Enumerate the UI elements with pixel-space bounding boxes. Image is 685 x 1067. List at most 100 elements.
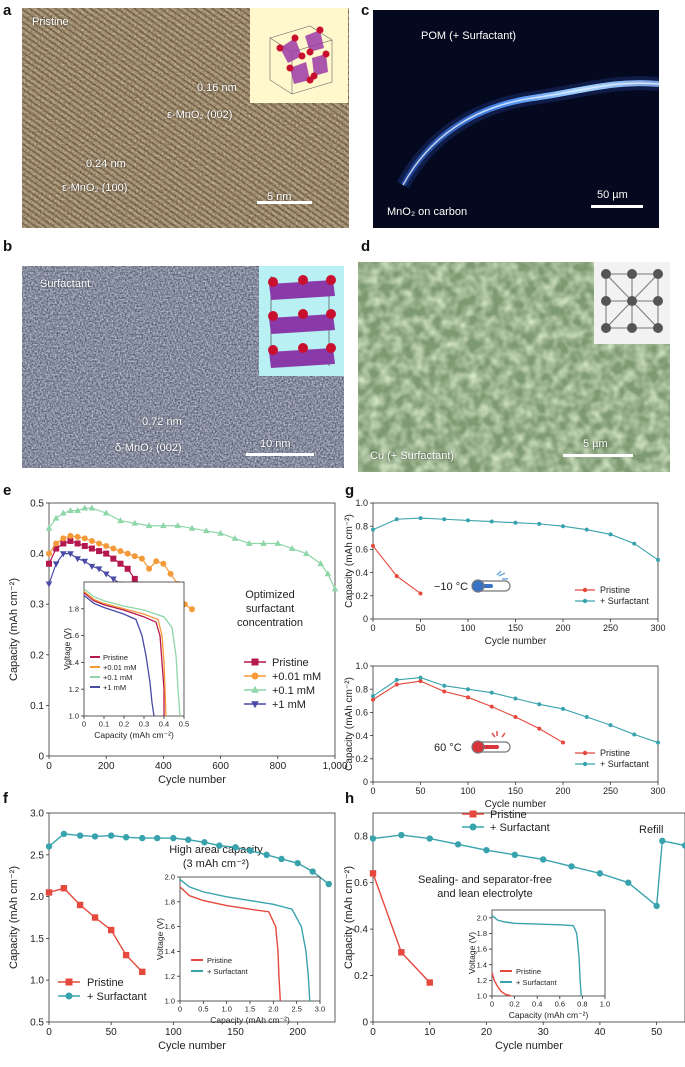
legend-marker — [582, 761, 588, 767]
y-tick-label: 0 — [362, 1018, 368, 1029]
inset-legend-label: + Surfactant — [207, 967, 249, 976]
chart-f-inset: 0 0.5 1.0 1.5 2.0 2.5 3.01.01.21.41.61.82.0Cap… — [155, 873, 325, 1025]
series-line--0-1-mm — [48, 507, 336, 590]
data-point — [88, 545, 95, 552]
data-point — [81, 543, 88, 550]
annotation-f-line2: (3 mAh cm⁻²) — [183, 858, 249, 870]
x-tick-label: 0.5 — [198, 1005, 208, 1014]
x-tick-label: 0.6 — [555, 1000, 565, 1009]
y-tick-label: 1.0 — [165, 997, 175, 1006]
data-point — [102, 571, 110, 578]
y-tick-label: 1.6 — [69, 631, 79, 640]
x-tick-label: 200 — [98, 761, 115, 772]
data-point — [608, 532, 613, 537]
data-point — [46, 560, 52, 567]
x-tick-label: 0.3 — [139, 720, 149, 729]
data-point — [288, 544, 296, 551]
x-tick-label: 800 — [269, 761, 286, 772]
y-tick-label: 0 — [363, 777, 368, 787]
data-point — [331, 585, 339, 592]
pom-image: POM (+ Surfactant) MnO₂ on carbon 50 µm — [373, 10, 659, 228]
data-point — [317, 560, 324, 567]
inset-legend-label: +0.1 mM — [103, 673, 132, 682]
data-point — [596, 870, 604, 877]
data-point — [91, 833, 99, 840]
data-point — [174, 522, 181, 529]
legend-marker — [251, 672, 259, 680]
x-axis-label: Capacity (mAh cm⁻²) — [94, 730, 174, 740]
y-tick-label: 0.2 — [355, 754, 368, 764]
y-tick-label: 0.4 — [30, 549, 44, 560]
data-point — [167, 570, 174, 577]
series-line--1-mm — [83, 594, 155, 717]
x-tick-label: 0 — [46, 761, 52, 772]
x-tick-label: 200 — [555, 786, 570, 796]
y-tick-label: 1.0 — [355, 498, 368, 508]
data-point — [656, 557, 660, 562]
data-point — [442, 683, 447, 688]
data-point — [442, 689, 447, 694]
data-point — [174, 580, 181, 587]
x-tick-label: 30 — [538, 1027, 550, 1038]
x-axis-label: Cycle number — [158, 774, 226, 786]
x-tick-label: 300 — [650, 786, 665, 796]
panel-letter-h: h — [345, 790, 355, 807]
y-tick-label: 2.0 — [30, 892, 44, 903]
legend-marker — [251, 658, 259, 666]
series-line--0-1-mm — [83, 588, 181, 717]
chart-f: 0 50 100 150 200 0.5 1.0 1.5 2.0 2.5 3.0 Cycle numb… — [8, 809, 336, 1052]
chart-h: 0 10 20 30 40 50 0 0.2 0.4 0.6 0.8 Cycle number Capa… — [343, 809, 685, 1052]
series-line-pristine — [48, 887, 143, 973]
data-point — [418, 675, 423, 680]
y-tick-label: 1.8 — [69, 604, 79, 613]
y-tick-label: 0.8 — [355, 521, 368, 531]
y-tick-label: 0.2 — [355, 591, 368, 601]
data-point — [188, 524, 196, 531]
data-point — [466, 687, 470, 692]
legend-marker — [582, 587, 588, 593]
y-tick-label: 2.5 — [30, 850, 44, 861]
plot-frame — [179, 876, 321, 1002]
y-tick-label: 1.8 — [477, 929, 487, 938]
series-line--1-mm — [48, 552, 150, 625]
chart-g_bottom: 0 50 100 150 200 250 300 0 0.2 0.4 0.6 0.8 1.0 Cycle … — [344, 661, 666, 810]
data-point — [139, 968, 146, 976]
series-line--surfactant — [491, 914, 582, 997]
data-point — [232, 844, 239, 851]
data-point — [124, 591, 131, 598]
layered-structure-icon — [268, 275, 336, 368]
data-point — [584, 715, 589, 720]
chart-g_top: 0 50 100 150 200 250 300 0 0.2 0.4 0.6 0.8 1.0 Cycle … — [344, 498, 666, 647]
data-point — [53, 540, 60, 547]
data-point — [278, 855, 285, 863]
data-point — [369, 870, 377, 877]
series-line--0-01-mm — [48, 535, 193, 610]
data-point — [231, 534, 239, 541]
y-tick-label: 1.0 — [355, 661, 368, 671]
data-point — [88, 563, 96, 570]
data-point — [489, 690, 494, 695]
inset-legend-label: Pristine — [516, 967, 541, 976]
x-tick-label: 0 — [370, 786, 375, 796]
fiber-glow — [396, 76, 659, 189]
x-axis-label: Capacity (mAh cm⁻²) — [210, 1015, 290, 1025]
data-point — [45, 889, 53, 896]
data-point — [561, 740, 565, 745]
y-tick-label: 0.5 — [30, 1018, 44, 1029]
x-tick-label: 150 — [508, 786, 523, 796]
y-tick-label: 1.5 — [30, 934, 44, 945]
crystal-structure-inset-b — [259, 266, 344, 376]
y-tick-label: 0.8 — [355, 684, 368, 694]
data-point — [185, 836, 192, 843]
y-tick-label: 2.0 — [165, 873, 175, 882]
x-tick-label: 0 — [490, 1000, 494, 1009]
legend-label: +0.01 mM — [272, 671, 321, 683]
data-point — [67, 506, 74, 513]
data-point — [632, 732, 637, 737]
data-point — [60, 830, 68, 838]
thermometer-hot-icon — [471, 731, 511, 754]
annotation-h-line1: Sealing- and separator-free — [418, 874, 552, 886]
plot-frame — [372, 812, 685, 1023]
y-axis-label: Voltage (V) — [467, 932, 477, 974]
x-tick-label: 600 — [212, 761, 229, 772]
